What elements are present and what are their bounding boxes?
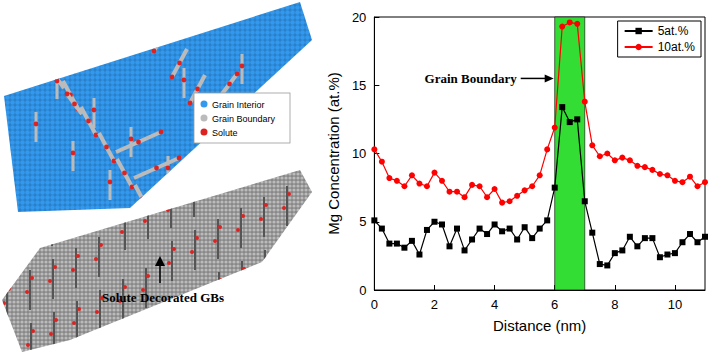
svg-text:Grain Boundary: Grain Boundary [425,71,518,86]
svg-text:Grain Interior: Grain Interior [212,100,265,110]
svg-text:10: 10 [352,146,366,161]
svg-text:15: 15 [352,78,366,93]
svg-text:5: 5 [359,214,366,229]
svg-text:5at.%: 5at.% [658,24,689,38]
svg-text:Mg Concentration (at.%): Mg Concentration (at.%) [325,72,342,235]
svg-text:Grain Boundary: Grain Boundary [212,114,276,124]
svg-text:10at.%: 10at.% [658,40,696,54]
svg-text:20: 20 [352,10,366,25]
svg-text:0: 0 [359,283,366,298]
svg-text:4: 4 [491,297,498,312]
svg-text:Solute Decorated GBs: Solute Decorated GBs [102,290,224,305]
svg-text:0: 0 [371,297,378,312]
svg-text:2: 2 [431,297,438,312]
svg-text:Distance (nm): Distance (nm) [493,317,586,334]
svg-text:10: 10 [668,297,682,312]
svg-text:8: 8 [611,297,618,312]
svg-text:6: 6 [551,297,558,312]
svg-text:Solute: Solute [212,128,238,138]
